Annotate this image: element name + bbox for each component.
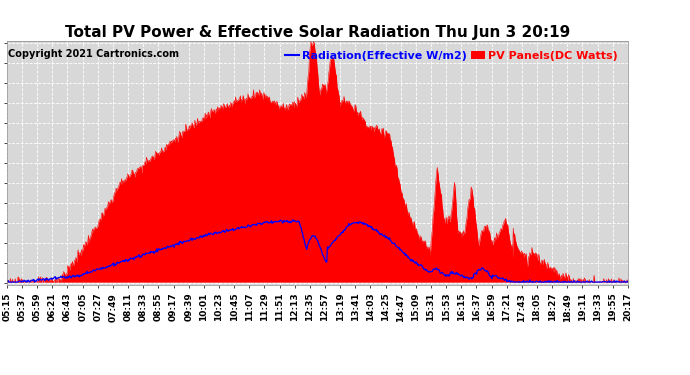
Title: Total PV Power & Effective Solar Radiation Thu Jun 3 20:19: Total PV Power & Effective Solar Radiati… [65,25,570,40]
Text: Copyright 2021 Cartronics.com: Copyright 2021 Cartronics.com [8,49,179,58]
Legend: Radiation(Effective W/m2), PV Panels(DC Watts): Radiation(Effective W/m2), PV Panels(DC … [281,47,622,66]
